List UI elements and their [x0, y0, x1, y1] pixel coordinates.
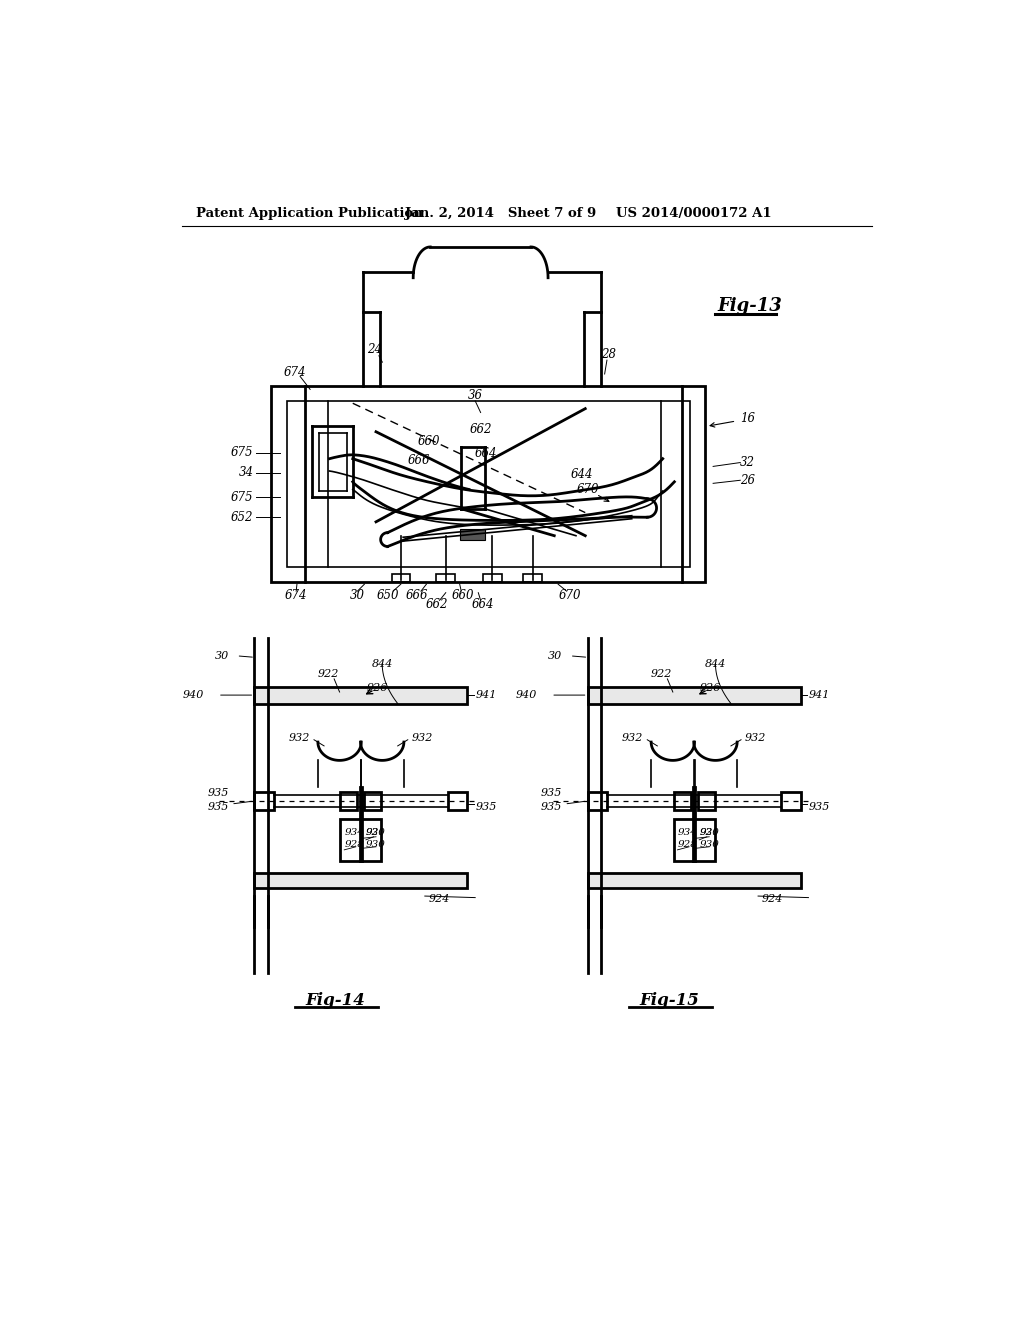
Text: 941: 941	[475, 690, 497, 700]
Bar	[674, 792, 690, 810]
Text: 934: 934	[344, 829, 365, 837]
Bar	[254, 792, 273, 810]
Bar	[523, 574, 542, 582]
Text: 664: 664	[475, 446, 498, 459]
Text: 928: 928	[344, 840, 365, 849]
Text: 926: 926	[367, 684, 388, 693]
Text: 932: 932	[622, 733, 643, 743]
Bar	[449, 792, 467, 810]
Text: 932: 932	[289, 733, 310, 743]
Text: 652: 652	[231, 511, 254, 524]
Text: 16: 16	[740, 412, 756, 425]
Bar	[674, 818, 715, 862]
Text: 24: 24	[367, 343, 382, 356]
Text: 931: 931	[699, 829, 719, 837]
Text: 670: 670	[558, 589, 581, 602]
Text: 941: 941	[809, 690, 829, 700]
Text: 662: 662	[425, 598, 447, 611]
Text: 930: 930	[699, 840, 719, 849]
Text: 924: 924	[762, 894, 783, 904]
Bar	[588, 686, 801, 704]
Text: 650: 650	[377, 589, 399, 602]
Bar	[588, 792, 607, 810]
Text: 670: 670	[578, 483, 600, 496]
Bar	[588, 873, 801, 888]
Bar	[781, 792, 801, 810]
Bar	[460, 529, 484, 540]
Text: 935: 935	[475, 803, 497, 812]
Text: US 2014/0000172 A1: US 2014/0000172 A1	[616, 207, 772, 220]
Bar	[436, 574, 455, 582]
Text: 920: 920	[699, 829, 719, 837]
Text: 26: 26	[740, 474, 756, 487]
Text: 932: 932	[412, 733, 433, 743]
Text: 30: 30	[214, 651, 228, 661]
Text: 934: 934	[678, 829, 697, 837]
Bar	[254, 873, 467, 888]
Text: Fig-14: Fig-14	[306, 991, 366, 1008]
Text: 920: 920	[366, 829, 386, 837]
Text: 662: 662	[469, 422, 492, 436]
Bar	[391, 574, 410, 582]
Text: 940: 940	[182, 690, 204, 700]
Text: 664: 664	[472, 598, 495, 611]
Bar	[365, 792, 381, 810]
Text: 675: 675	[231, 446, 254, 459]
Text: 922: 922	[317, 669, 339, 680]
Text: 935: 935	[208, 803, 228, 812]
Text: 930: 930	[366, 840, 386, 849]
Text: Jan. 2, 2014   Sheet 7 of 9: Jan. 2, 2014 Sheet 7 of 9	[406, 207, 597, 220]
Text: 940: 940	[516, 690, 538, 700]
Text: 844: 844	[705, 659, 726, 668]
Text: 674: 674	[284, 366, 306, 379]
Bar	[271, 385, 706, 582]
Text: 935: 935	[541, 788, 562, 799]
Text: 30: 30	[548, 651, 562, 661]
Text: Patent Application Publication: Patent Application Publication	[197, 207, 423, 220]
Text: 32: 32	[740, 455, 756, 469]
Bar	[483, 574, 502, 582]
Text: 30: 30	[350, 589, 365, 602]
Text: 36: 36	[468, 389, 482, 403]
Text: 935: 935	[809, 803, 829, 812]
Text: 928: 928	[678, 840, 697, 849]
Text: 922: 922	[650, 669, 672, 680]
Text: 935: 935	[541, 803, 562, 812]
Text: 674: 674	[285, 589, 307, 602]
Text: 666: 666	[408, 454, 430, 467]
Bar	[340, 818, 381, 862]
Text: Fig-13: Fig-13	[717, 297, 781, 315]
Text: 644: 644	[571, 467, 593, 480]
Text: 931: 931	[366, 829, 386, 837]
Bar	[254, 686, 467, 704]
Text: 926: 926	[700, 684, 721, 693]
Text: 675: 675	[231, 491, 254, 504]
Text: 844: 844	[372, 659, 393, 668]
Text: 935: 935	[208, 788, 228, 799]
Text: Fig-15: Fig-15	[639, 991, 699, 1008]
Text: 28: 28	[601, 348, 616, 362]
Text: 660: 660	[418, 436, 440, 449]
Text: 660: 660	[452, 589, 474, 602]
Bar	[697, 792, 715, 810]
Text: 666: 666	[406, 589, 428, 602]
Bar	[340, 792, 357, 810]
Text: 924: 924	[429, 894, 451, 904]
Text: 932: 932	[744, 733, 766, 743]
Text: 34: 34	[239, 466, 254, 479]
Bar	[287, 401, 690, 566]
